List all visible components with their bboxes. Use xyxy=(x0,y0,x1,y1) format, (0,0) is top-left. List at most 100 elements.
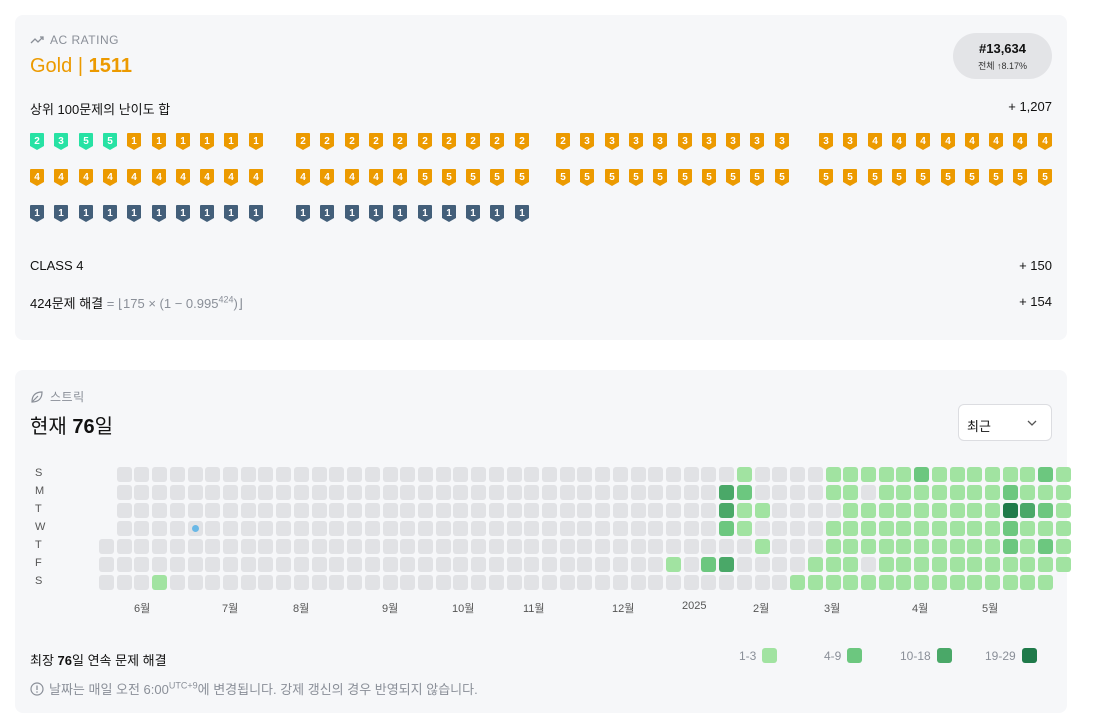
streak-day-cell[interactable] xyxy=(311,539,327,554)
streak-day-cell[interactable] xyxy=(648,467,664,482)
tier-icon[interactable]: 1 xyxy=(368,205,383,222)
streak-day-cell[interactable] xyxy=(169,575,185,590)
streak-day-cell[interactable] xyxy=(258,575,274,590)
streak-day-cell[interactable] xyxy=(878,557,894,572)
streak-day-cell[interactable] xyxy=(152,503,168,518)
streak-day-cell[interactable] xyxy=(595,521,611,536)
streak-day-cell[interactable] xyxy=(896,575,912,590)
streak-day-cell[interactable] xyxy=(400,503,416,518)
streak-day-cell[interactable] xyxy=(311,467,327,482)
streak-day-cell[interactable] xyxy=(931,521,947,536)
tier-icon[interactable]: 4 xyxy=(200,169,215,186)
tier-icon[interactable]: 3 xyxy=(628,133,643,150)
streak-day-cell[interactable] xyxy=(400,539,416,554)
streak-day-cell[interactable] xyxy=(311,521,327,536)
streak-day-cell[interactable] xyxy=(967,539,983,554)
streak-day-cell[interactable] xyxy=(612,503,628,518)
tier-icon[interactable]: 5 xyxy=(701,169,716,186)
streak-day-cell[interactable] xyxy=(453,557,469,572)
streak-day-cell[interactable] xyxy=(1002,503,1018,518)
tier-icon[interactable]: 2 xyxy=(490,133,505,150)
streak-day-cell[interactable] xyxy=(754,467,770,482)
streak-day-cell[interactable] xyxy=(453,485,469,500)
streak-day-cell[interactable] xyxy=(240,557,256,572)
streak-day-cell[interactable] xyxy=(1038,503,1054,518)
streak-day-cell[interactable] xyxy=(559,539,575,554)
streak-day-cell[interactable] xyxy=(152,521,168,536)
streak-day-cell[interactable] xyxy=(630,521,646,536)
streak-day-cell[interactable] xyxy=(1038,467,1054,482)
streak-day-cell[interactable] xyxy=(134,539,150,554)
tier-icon[interactable]: 4 xyxy=(151,169,166,186)
streak-day-cell[interactable] xyxy=(807,557,823,572)
streak-day-cell[interactable] xyxy=(878,467,894,482)
streak-day-cell[interactable] xyxy=(595,467,611,482)
streak-day-cell[interactable] xyxy=(754,557,770,572)
streak-day-cell[interactable] xyxy=(329,575,345,590)
streak-day-cell[interactable] xyxy=(506,521,522,536)
tier-icon[interactable]: 5 xyxy=(441,169,456,186)
streak-day-cell[interactable] xyxy=(417,485,433,500)
streak-day-cell[interactable] xyxy=(790,521,806,536)
streak-day-cell[interactable] xyxy=(612,485,628,500)
streak-day-cell[interactable] xyxy=(1038,539,1054,554)
streak-day-cell[interactable] xyxy=(152,539,168,554)
tier-icon[interactable]: 5 xyxy=(819,169,833,186)
streak-day-cell[interactable] xyxy=(807,521,823,536)
streak-day-cell[interactable] xyxy=(347,521,363,536)
tier-icon[interactable]: 2 xyxy=(417,133,432,150)
streak-day-cell[interactable] xyxy=(417,503,433,518)
tier-icon[interactable]: 5 xyxy=(514,169,529,186)
streak-day-cell[interactable] xyxy=(240,539,256,554)
tier-icon[interactable]: 1 xyxy=(417,205,432,222)
tier-icon[interactable]: 4 xyxy=(248,169,263,186)
streak-day-cell[interactable] xyxy=(595,485,611,500)
streak-day-cell[interactable] xyxy=(293,557,309,572)
streak-day-cell[interactable] xyxy=(754,485,770,500)
streak-day-cell[interactable] xyxy=(825,503,841,518)
tier-icon[interactable]: 3 xyxy=(843,133,858,150)
streak-day-cell[interactable] xyxy=(382,485,398,500)
streak-day-cell[interactable] xyxy=(772,503,788,518)
streak-day-cell[interactable] xyxy=(293,539,309,554)
tier-icon[interactable]: 4 xyxy=(916,133,931,150)
streak-day-cell[interactable] xyxy=(807,503,823,518)
streak-day-cell[interactable] xyxy=(1002,575,1018,590)
streak-day-cell[interactable] xyxy=(1002,521,1018,536)
streak-day-cell[interactable] xyxy=(205,503,221,518)
streak-day-cell[interactable] xyxy=(790,467,806,482)
streak-day-cell[interactable] xyxy=(1055,539,1071,554)
tier-icon[interactable]: 4 xyxy=(224,169,239,186)
streak-day-cell[interactable] xyxy=(949,557,965,572)
streak-day-cell[interactable] xyxy=(843,503,859,518)
streak-day-cell[interactable] xyxy=(329,485,345,500)
streak-day-cell[interactable] xyxy=(116,539,132,554)
streak-day-cell[interactable] xyxy=(949,485,965,500)
streak-day-cell[interactable] xyxy=(329,539,345,554)
streak-day-cell[interactable] xyxy=(471,503,487,518)
streak-day-cell[interactable] xyxy=(701,521,717,536)
streak-day-cell[interactable] xyxy=(559,575,575,590)
streak-day-cell[interactable] xyxy=(382,467,398,482)
streak-day-cell[interactable] xyxy=(666,467,682,482)
streak-day-cell[interactable] xyxy=(347,539,363,554)
streak-day-cell[interactable] xyxy=(187,467,203,482)
streak-day-cell[interactable] xyxy=(488,467,504,482)
streak-day-cell[interactable] xyxy=(134,485,150,500)
streak-day-cell[interactable] xyxy=(116,485,132,500)
streak-day-cell[interactable] xyxy=(240,521,256,536)
streak-day-cell[interactable] xyxy=(99,557,114,572)
streak-day-cell[interactable] xyxy=(772,521,788,536)
streak-day-cell[interactable] xyxy=(896,503,912,518)
tier-icon[interactable]: 1 xyxy=(296,205,310,222)
tier-icon[interactable]: 5 xyxy=(653,169,668,186)
streak-day-cell[interactable] xyxy=(896,557,912,572)
streak-day-cell[interactable] xyxy=(205,485,221,500)
streak-day-cell[interactable] xyxy=(453,575,469,590)
streak-day-cell[interactable] xyxy=(825,467,841,482)
streak-day-cell[interactable] xyxy=(736,539,752,554)
streak-day-cell[interactable] xyxy=(1020,485,1036,500)
tier-icon[interactable]: 2 xyxy=(30,133,44,150)
streak-day-cell[interactable] xyxy=(417,557,433,572)
tier-icon[interactable]: 1 xyxy=(127,205,142,222)
